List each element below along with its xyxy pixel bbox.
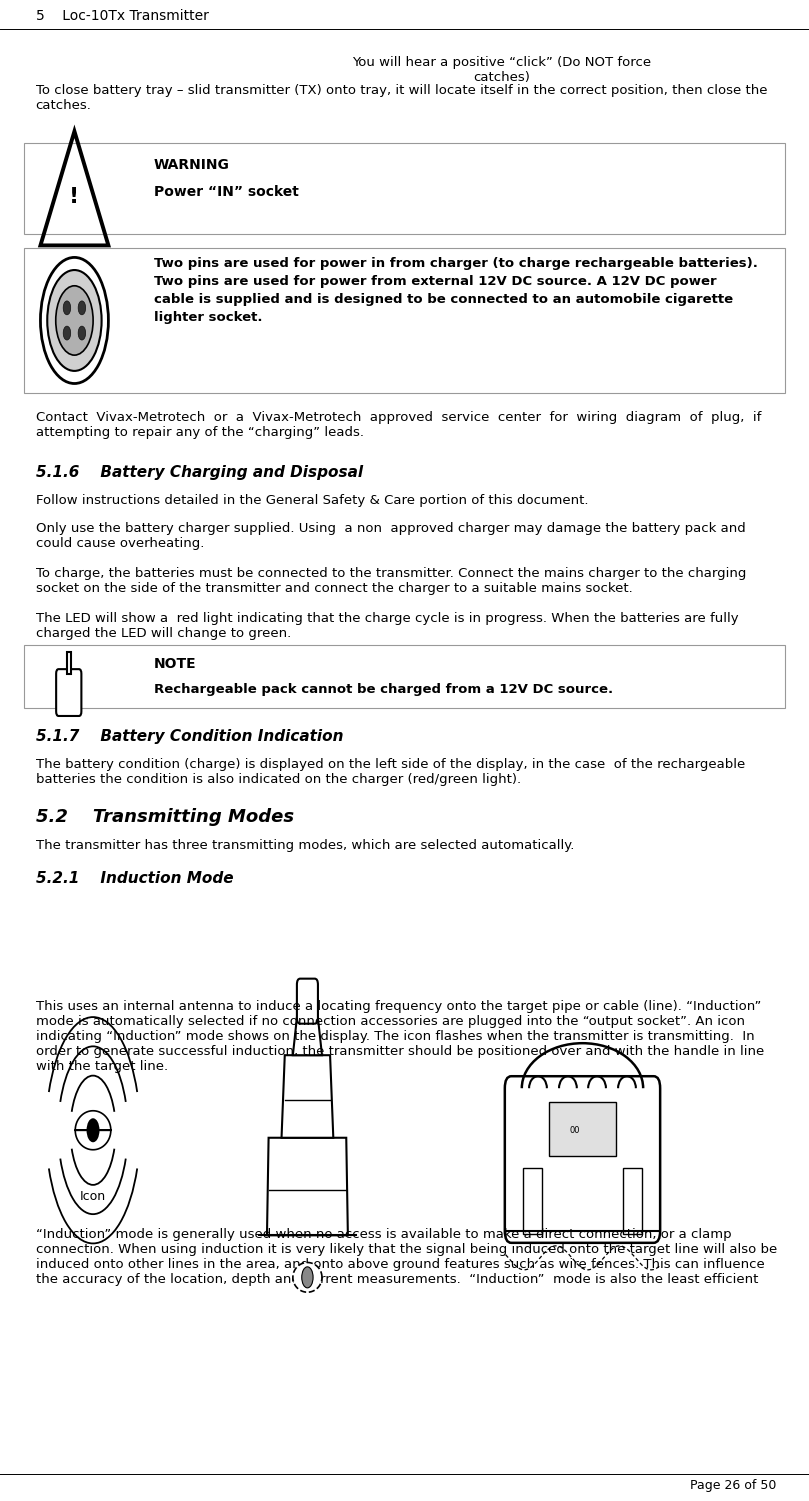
- Text: 5.1.7    Battery Condition Indication: 5.1.7 Battery Condition Indication: [36, 729, 343, 744]
- Text: The battery condition (charge) is displayed on the left side of the display, in : The battery condition (charge) is displa…: [36, 758, 745, 787]
- Text: Two pins are used for power in from charger (to charge rechargeable batteries).
: Two pins are used for power in from char…: [154, 257, 757, 324]
- Text: 5.2.1    Induction Mode: 5.2.1 Induction Mode: [36, 871, 233, 886]
- Text: Follow instructions detailed in the General Safety & Care portion of this docume: Follow instructions detailed in the Gene…: [36, 494, 588, 507]
- Circle shape: [40, 258, 108, 383]
- FancyBboxPatch shape: [623, 1168, 642, 1234]
- Text: Only use the battery charger supplied. Using  a non  approved charger may damage: Only use the battery charger supplied. U…: [36, 522, 745, 551]
- Text: This uses an internal antenna to induce a locating frequency onto the target pip: This uses an internal antenna to induce …: [36, 1000, 764, 1073]
- Circle shape: [78, 300, 86, 315]
- FancyBboxPatch shape: [549, 1102, 616, 1156]
- Text: !: !: [70, 188, 79, 207]
- Text: WARNING: WARNING: [154, 158, 230, 171]
- Text: The LED will show a  red light indicating that the charge cycle is in progress. : The LED will show a red light indicating…: [36, 612, 739, 641]
- Polygon shape: [75, 1111, 111, 1150]
- Text: NOTE: NOTE: [154, 657, 197, 671]
- FancyBboxPatch shape: [523, 1168, 542, 1234]
- FancyBboxPatch shape: [505, 1076, 660, 1243]
- Circle shape: [56, 285, 93, 356]
- Circle shape: [302, 1267, 313, 1288]
- Text: 5.2    Transmitting Modes: 5.2 Transmitting Modes: [36, 808, 294, 826]
- Text: To charge, the batteries must be connected to the transmitter. Connect the mains: To charge, the batteries must be connect…: [36, 567, 746, 596]
- Text: Rechargeable pack cannot be charged from a 12V DC source.: Rechargeable pack cannot be charged from…: [154, 683, 613, 696]
- Polygon shape: [66, 651, 71, 674]
- Circle shape: [87, 1118, 100, 1142]
- Circle shape: [63, 326, 70, 341]
- FancyBboxPatch shape: [297, 979, 318, 1024]
- FancyBboxPatch shape: [56, 669, 82, 716]
- Text: You will hear a positive “click” (Do NOT force
catches): You will hear a positive “click” (Do NOT…: [352, 56, 651, 84]
- Text: 5    Loc-10Tx Transmitter: 5 Loc-10Tx Transmitter: [36, 9, 209, 23]
- Polygon shape: [293, 1262, 322, 1292]
- Text: The transmitter has three transmitting modes, which are selected automatically.: The transmitter has three transmitting m…: [36, 839, 574, 853]
- Text: Power “IN” socket: Power “IN” socket: [154, 185, 299, 198]
- Text: To close battery tray – slid transmitter (TX) onto tray, it will locate itself i: To close battery tray – slid transmitter…: [36, 84, 767, 113]
- Circle shape: [63, 300, 70, 315]
- Text: Icon: Icon: [80, 1190, 106, 1204]
- Polygon shape: [267, 1138, 348, 1235]
- Text: Page 26 of 50: Page 26 of 50: [690, 1480, 777, 1492]
- Text: “Induction” mode is generally used when no access is available to make a direct : “Induction” mode is generally used when …: [36, 1228, 777, 1286]
- Text: 00: 00: [570, 1126, 579, 1135]
- Circle shape: [47, 270, 102, 371]
- Polygon shape: [293, 1018, 322, 1055]
- Text: Contact  Vivax-Metrotech  or  a  Vivax-Metrotech  approved  service  center  for: Contact Vivax-Metrotech or a Vivax-Metro…: [36, 411, 761, 440]
- Polygon shape: [282, 1055, 333, 1138]
- Text: 5.1.6    Battery Charging and Disposal: 5.1.6 Battery Charging and Disposal: [36, 465, 362, 480]
- Circle shape: [78, 326, 86, 341]
